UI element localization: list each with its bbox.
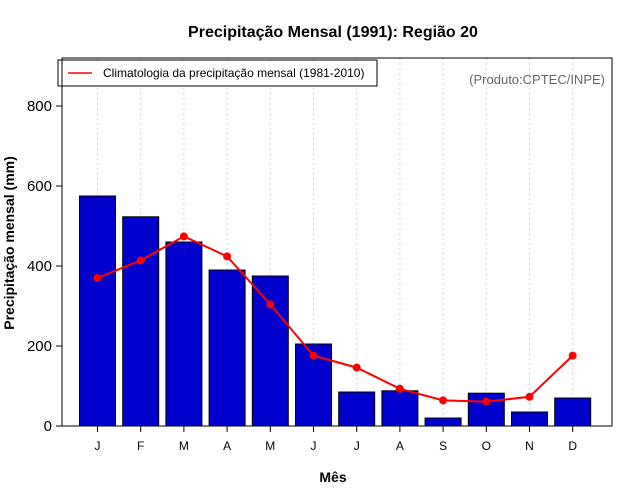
y-axis-label: Precipitação mensal (mm)	[1, 156, 17, 330]
x-tick-label: D	[568, 439, 577, 453]
climatology-point-4	[266, 300, 275, 309]
climatology-point-2	[179, 232, 188, 241]
climatology-point-3	[223, 252, 232, 261]
bar-m-4	[251, 275, 289, 427]
bar-a-7	[381, 390, 419, 427]
y-tick-label: 400	[27, 258, 52, 275]
x-tick-label: S	[439, 439, 447, 453]
source-note: (Produto:CPTEC/INPE)	[469, 72, 605, 87]
x-tick-label: J	[95, 439, 101, 453]
x-tick-label: J	[354, 439, 360, 453]
plot-frame	[61, 57, 613, 427]
bar-s-8	[424, 417, 462, 427]
legend: Climatologia da precipitação mensal (198…	[57, 59, 378, 87]
bar-a-3	[208, 269, 246, 427]
bar-j-0	[79, 195, 116, 427]
y-tick-label: 200	[27, 338, 52, 355]
climatology-point-10	[525, 392, 534, 401]
bar-f-1	[122, 216, 160, 427]
climatology-point-11	[568, 351, 577, 360]
x-tick-label: J	[311, 439, 317, 453]
climatology-point-5	[309, 351, 318, 360]
climatology-point-8	[439, 396, 448, 405]
bar-n-10	[511, 411, 548, 427]
climatology-point-0	[93, 274, 102, 282]
bars	[79, 195, 592, 427]
x-tick-label: M	[179, 439, 189, 453]
chart-title: Precipitação Mensal (1991): Região 20	[188, 24, 478, 41]
climatology-point-6	[352, 363, 361, 372]
bar-j-6	[338, 391, 376, 427]
climatology-point-1	[136, 256, 145, 265]
legend-box	[57, 59, 378, 87]
y-tick-label: 600	[27, 178, 52, 195]
y-tick-label: 800	[27, 98, 52, 115]
climatology-line	[97, 235, 574, 403]
legend-entry-climatology: Climatologia da precipitação mensal (198…	[103, 66, 364, 80]
climatology-point-7	[395, 384, 404, 393]
climatology-point-9	[482, 397, 491, 406]
x-tick-label: A	[396, 439, 404, 453]
x-tick-label: A	[223, 439, 231, 453]
y-tick-label: 0	[44, 418, 52, 435]
x-tick-label: O	[482, 439, 491, 453]
x-tick-label: F	[137, 439, 144, 453]
bar-m-2	[165, 241, 203, 427]
bar-d-11	[554, 397, 592, 427]
x-tick-label: M	[265, 439, 275, 453]
x-axis-label: Mês	[319, 469, 346, 485]
x-tick-label: N	[525, 439, 534, 453]
climatology-line-group	[93, 232, 577, 406]
axes: 0 200 400 600 800 J F M A M J J A S O N D	[27, 98, 577, 453]
